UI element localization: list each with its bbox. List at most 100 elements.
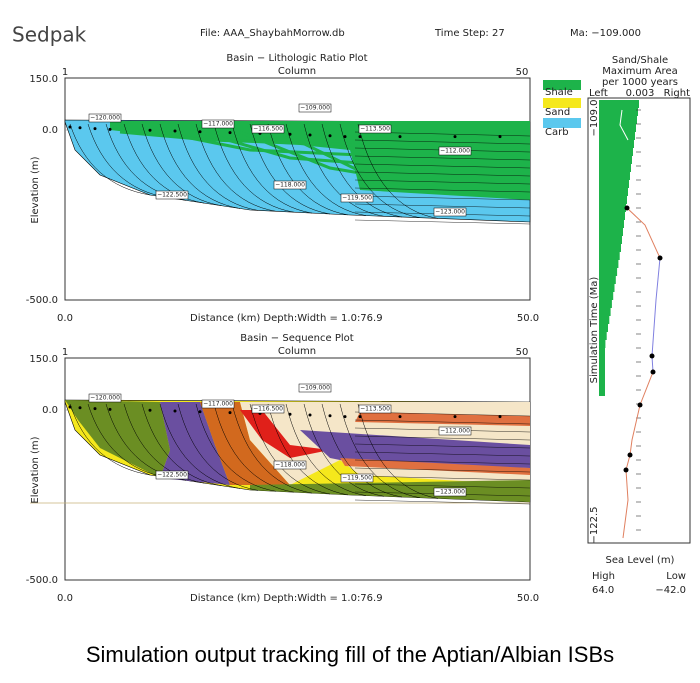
time-label-box [201, 119, 235, 129]
time-label: −119.500 [342, 195, 372, 202]
clinoform [87, 123, 169, 198]
sequence-fill [65, 400, 170, 478]
time-label: −122.500 [157, 192, 187, 199]
area-bar [599, 284, 615, 292]
side-top-time: −109.0 [589, 99, 600, 136]
column-dot [93, 407, 97, 411]
y-tick-label: 0.0 [42, 125, 58, 136]
time-label-box [340, 193, 374, 203]
low-value: −42.0 [655, 585, 686, 596]
clinoform [177, 403, 259, 491]
clinoform [123, 123, 205, 204]
clinoform [231, 123, 313, 214]
strata-line [354, 419, 531, 425]
area-bar [599, 196, 627, 204]
time-label: −120.000 [90, 395, 120, 402]
clinoform [159, 123, 241, 209]
area-bar [599, 244, 621, 252]
column-dot [78, 406, 82, 410]
panel-title: Basin − Sequence Plot [240, 333, 353, 344]
strata-line [354, 179, 531, 185]
time-label-box [273, 460, 307, 470]
column-dot [308, 133, 312, 137]
column-dot [288, 412, 292, 416]
shale-stripe [279, 130, 374, 183]
clinoform [177, 123, 259, 211]
area-bar [599, 132, 635, 140]
clinoform [339, 403, 421, 498]
column-dot [173, 409, 177, 413]
time-label-box [358, 124, 392, 134]
side-frame [587, 97, 691, 544]
strata-line [354, 475, 531, 481]
column-dot [398, 135, 402, 139]
sea-level-dot [623, 467, 629, 473]
strata-line [354, 459, 531, 465]
column-dot [453, 135, 457, 139]
column-start: 1 [62, 67, 68, 78]
area-bar [599, 388, 605, 396]
time-label: −112.000 [440, 148, 470, 155]
legend-swatch [543, 80, 581, 90]
area-bar [599, 148, 633, 156]
strata-line [354, 203, 531, 209]
time-label: −118.000 [275, 182, 305, 189]
clinoform [195, 403, 277, 492]
time-label: −123.000 [435, 489, 465, 496]
app-name: Sedpak [12, 23, 87, 47]
clinoform [357, 123, 439, 219]
column-dot [228, 131, 232, 135]
time-label-box [251, 404, 285, 414]
area-bar [599, 292, 614, 300]
area-bar [599, 380, 605, 388]
clinoform [69, 123, 151, 196]
column-dot [148, 128, 152, 132]
clinoform [321, 123, 403, 218]
basin-panel: Basin − Lithologic Ratio Plot Column 1 50 −1… [26, 53, 539, 324]
area-bar [599, 228, 623, 236]
time-label-box [438, 426, 472, 436]
y-axis-title: Elevation (m) [30, 156, 41, 223]
caption: Simulation output tracking fill of the A… [86, 642, 614, 667]
area-bar [599, 204, 626, 212]
strata-line [354, 139, 531, 145]
time-label: −119.500 [342, 475, 372, 482]
clinoform [141, 123, 223, 207]
column-start: 1 [62, 347, 68, 358]
column-dot [328, 414, 332, 418]
time-label-box [340, 473, 374, 483]
panel-subtitle: Column [278, 346, 316, 357]
time-label: −113.500 [360, 126, 390, 133]
y-tick-label: 150.0 [29, 74, 58, 85]
column-dot [108, 407, 112, 411]
column-dot [398, 415, 402, 419]
x-tick-label: 0.0 [57, 593, 73, 604]
side-scale: 0.003 [626, 88, 655, 99]
area-bar [599, 180, 629, 188]
side-title: per 1000 years [602, 77, 678, 88]
clinoform [159, 403, 241, 489]
clinoform [303, 403, 385, 497]
area-bar [599, 268, 618, 276]
column-dot [108, 127, 112, 131]
time-label: −112.000 [440, 428, 470, 435]
column-dot [328, 134, 332, 138]
column-dot [148, 408, 152, 412]
clinoform [285, 123, 367, 216]
area-bar [599, 316, 610, 324]
strata-line [354, 155, 531, 161]
strata-line [354, 467, 531, 473]
column-end: 50 [516, 347, 529, 358]
column-dot [198, 130, 202, 134]
clinoform [213, 403, 295, 493]
clinoform [231, 403, 313, 494]
time-label: −116.500 [253, 406, 283, 413]
area-bar [599, 364, 605, 372]
high: High [592, 571, 615, 582]
panel-title: Basin − Lithologic Ratio Plot [226, 53, 367, 64]
time-label-box [251, 124, 285, 134]
y-tick-label: 150.0 [29, 354, 58, 365]
column-dot [288, 132, 292, 136]
time-label-box [88, 113, 122, 123]
